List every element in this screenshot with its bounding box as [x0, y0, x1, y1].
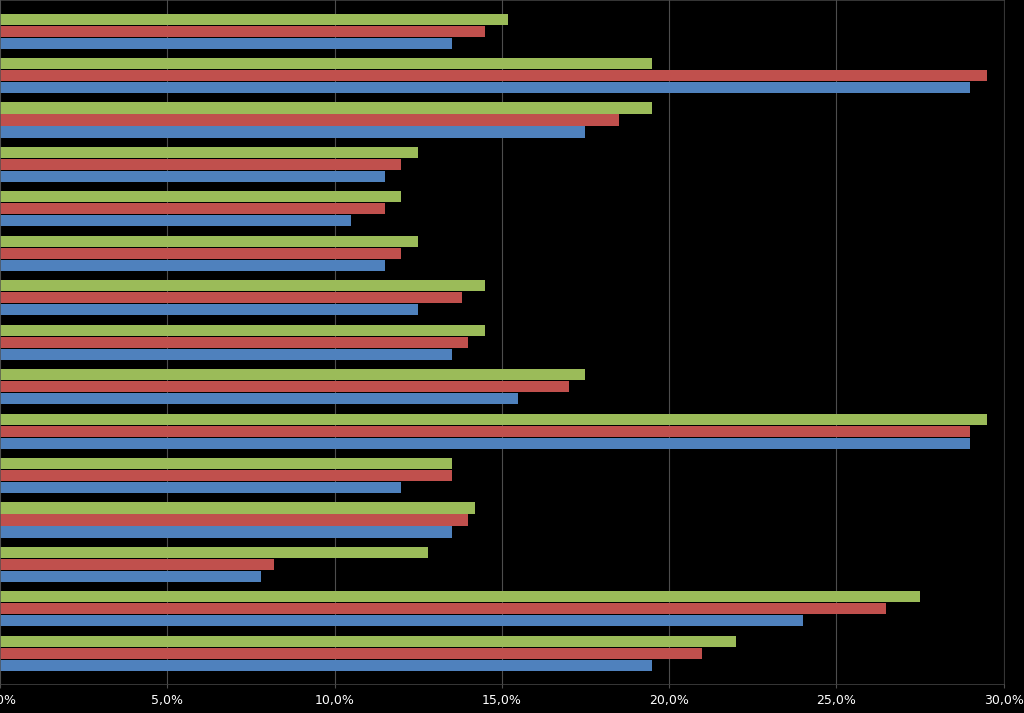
- Bar: [0, 438, 970, 448]
- Bar: [0, 70, 987, 81]
- Bar: [0, 324, 485, 336]
- Bar: [0, 369, 586, 380]
- Bar: [0, 349, 452, 360]
- Bar: [0, 414, 987, 425]
- Bar: [0, 26, 485, 36]
- Bar: [0, 426, 970, 436]
- Bar: [0, 470, 452, 481]
- Bar: [0, 82, 970, 93]
- Bar: [0, 526, 452, 538]
- Bar: [0, 547, 428, 558]
- Bar: [0, 458, 452, 469]
- Bar: [0, 203, 385, 215]
- Bar: [0, 115, 618, 125]
- Bar: [0, 559, 274, 570]
- Bar: [0, 159, 401, 170]
- Bar: [0, 515, 468, 525]
- Bar: [0, 58, 652, 69]
- Bar: [0, 236, 418, 247]
- Bar: [0, 191, 401, 202]
- Bar: [0, 503, 475, 513]
- Bar: [0, 38, 452, 48]
- Bar: [0, 482, 401, 493]
- Bar: [0, 571, 261, 582]
- Bar: [0, 292, 462, 303]
- Bar: [0, 280, 485, 292]
- Bar: [0, 260, 385, 271]
- Bar: [0, 337, 468, 348]
- Bar: [0, 648, 702, 659]
- Bar: [0, 103, 652, 113]
- Bar: [0, 393, 518, 404]
- Bar: [0, 591, 920, 602]
- Bar: [0, 171, 385, 182]
- Bar: [0, 215, 351, 227]
- Bar: [0, 304, 418, 315]
- Bar: [0, 14, 509, 25]
- Bar: [0, 660, 652, 671]
- Bar: [0, 381, 568, 392]
- Bar: [0, 603, 887, 615]
- Bar: [0, 636, 736, 647]
- Bar: [0, 615, 803, 627]
- Bar: [0, 126, 586, 138]
- Bar: [0, 248, 401, 259]
- Bar: [0, 147, 418, 158]
